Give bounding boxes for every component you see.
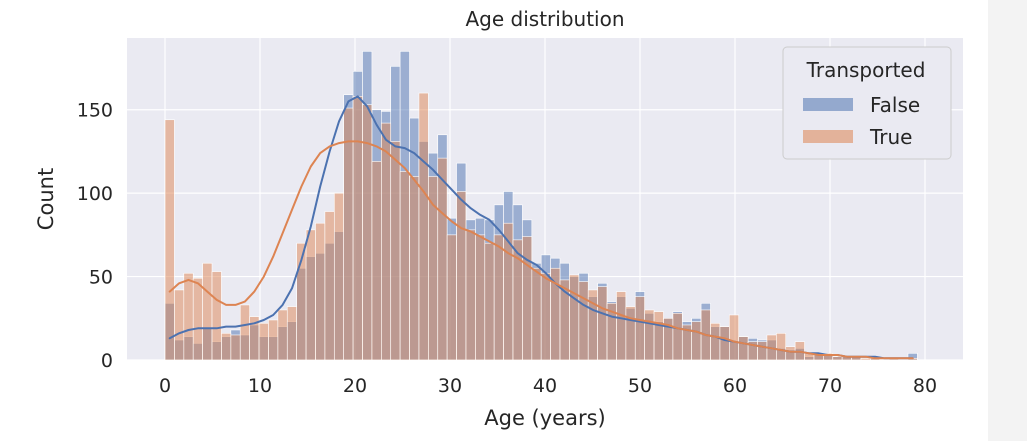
bar-true (493, 234, 504, 361)
bar-true (569, 274, 580, 361)
bar-true (776, 333, 787, 361)
bar-true (239, 304, 250, 361)
legend-title: Transported (806, 58, 926, 82)
bar-true (738, 336, 749, 361)
bar-true (785, 346, 796, 361)
chart-title: Age distribution (465, 7, 624, 31)
bar-true (258, 322, 269, 361)
scrollbar-track[interactable] (988, 0, 1027, 441)
x-tick-label: 40 (533, 375, 557, 397)
x-axis-label: Age (years) (484, 406, 605, 430)
bar-true (531, 267, 542, 361)
x-tick-label: 60 (723, 375, 747, 397)
bar-true (578, 281, 589, 361)
legend-swatch-false (803, 98, 853, 111)
y-axis-label: Count (34, 168, 58, 230)
bar-true (192, 277, 203, 361)
bar-true (343, 107, 354, 361)
bar-true (691, 321, 702, 361)
bar-true (305, 229, 316, 361)
legend-label-false: False (870, 93, 920, 117)
bar-true (757, 341, 768, 361)
bar-true (324, 211, 335, 361)
bar-true (503, 222, 514, 361)
x-tick-label: 70 (818, 375, 842, 397)
bar-true (672, 312, 683, 361)
x-tick-label: 50 (628, 375, 652, 397)
x-axis-ticks: 0 10 20 30 40 50 60 70 80 (159, 375, 937, 397)
legend-swatch-true (803, 130, 853, 143)
bar-true (625, 306, 636, 361)
bar-true (164, 119, 175, 361)
bar-true (230, 334, 241, 361)
bar-true (352, 96, 363, 361)
bar-true (211, 271, 222, 361)
bar-true (333, 192, 344, 361)
x-tick-label: 10 (248, 375, 272, 397)
kde-line-true (168, 140, 914, 360)
bar-true (597, 286, 608, 361)
bar-true (522, 236, 533, 361)
bar-true (183, 272, 194, 361)
histogram-bars (164, 51, 918, 361)
x-tick-label: 0 (159, 375, 171, 397)
bar-true (616, 291, 627, 361)
bar-true (409, 176, 420, 361)
bar-true (381, 122, 392, 361)
bar-true (418, 92, 429, 361)
bar-true (860, 358, 871, 361)
bar-true (832, 356, 843, 361)
bar-true (475, 234, 486, 361)
y-axis-ticks: 0 50 100 150 (77, 100, 113, 372)
bar-true (437, 157, 448, 361)
bar-true (456, 191, 467, 361)
bar-true (484, 242, 495, 361)
bar-true (221, 333, 232, 361)
bar-true (286, 306, 297, 361)
bar-true (277, 309, 288, 361)
x-tick-label: 30 (438, 375, 462, 397)
x-tick-label: 20 (343, 375, 367, 397)
age-histogram-chart: Age distribution 0 10 20 30 40 50 60 70 80 0 50 10… (34, 7, 963, 430)
y-tick-label: 50 (89, 267, 113, 289)
bar-true (390, 141, 401, 361)
bar-true (268, 319, 279, 361)
bar-true (644, 309, 655, 361)
bar-true (446, 234, 457, 361)
y-tick-label: 0 (101, 350, 113, 372)
bar-true (315, 222, 326, 361)
y-tick-label: 100 (77, 183, 113, 205)
x-tick-label: 80 (913, 375, 937, 397)
bar-true (719, 326, 730, 361)
bar-true (465, 229, 476, 361)
bar-true (634, 296, 645, 361)
legend: Transported False True (782, 46, 952, 160)
bar-true (399, 171, 410, 361)
legend-label-true: True (869, 125, 912, 149)
bar-true (540, 272, 551, 361)
bar-true (653, 311, 664, 361)
bar-true (710, 322, 721, 361)
bar-true (728, 314, 740, 361)
bar-true (174, 289, 185, 361)
kde-curves (168, 95, 914, 360)
y-tick-label: 150 (77, 100, 113, 122)
bar-true (371, 161, 382, 361)
bar-true (202, 262, 213, 361)
